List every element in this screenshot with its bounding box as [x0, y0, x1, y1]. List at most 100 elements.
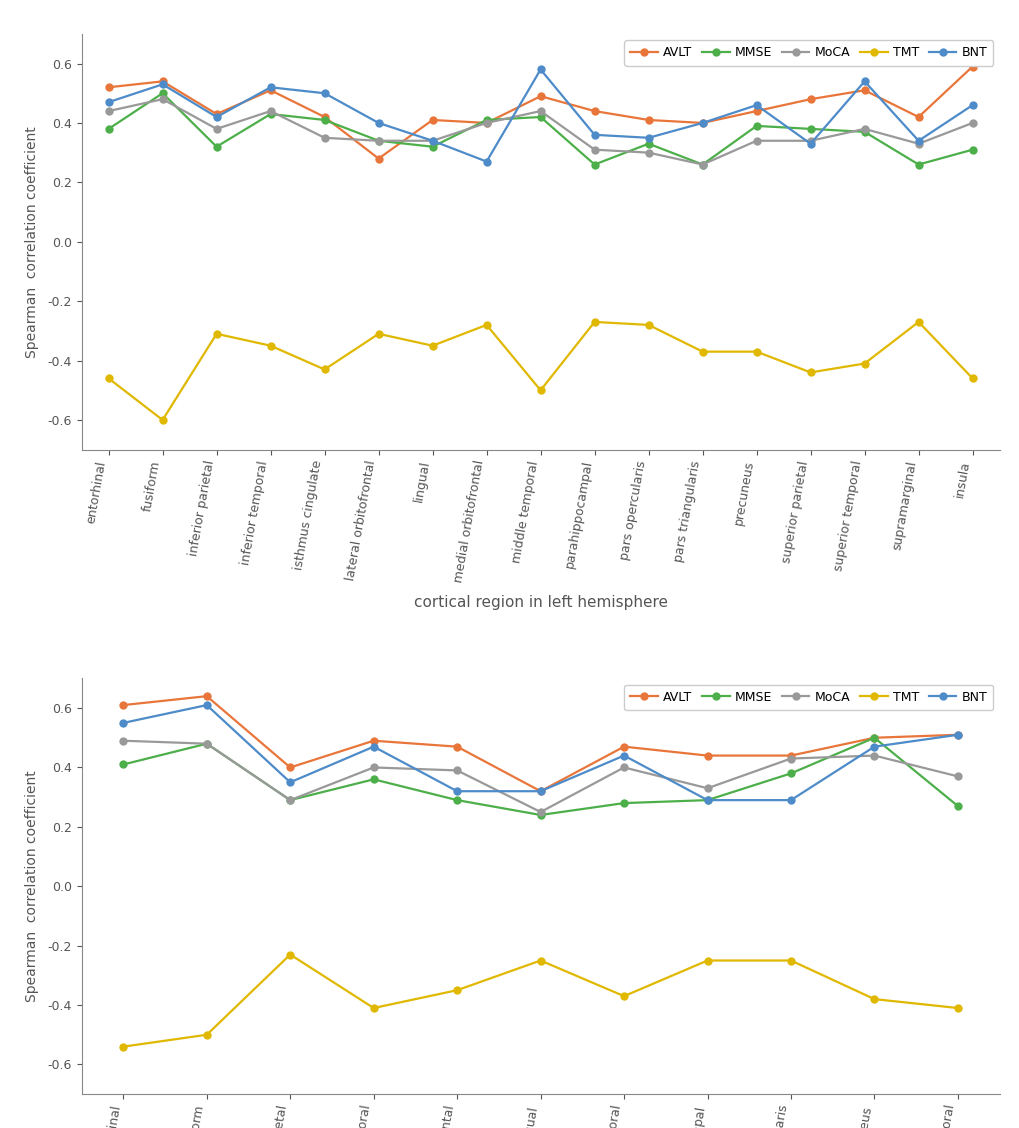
- AVLT: [618, 740, 630, 754]
- AVLT: [480, 116, 492, 130]
- TMT: [156, 413, 168, 426]
- BNT: [966, 98, 978, 112]
- MoCA: [318, 131, 330, 144]
- MoCA: [367, 760, 379, 774]
- MoCA: [966, 116, 978, 130]
- MoCA: [201, 737, 213, 750]
- AVLT: [264, 83, 276, 97]
- MoCA: [867, 749, 879, 763]
- MMSE: [264, 107, 276, 121]
- AVLT: [804, 92, 816, 106]
- AVLT: [966, 60, 978, 73]
- MoCA: [210, 122, 222, 135]
- MMSE: [156, 87, 168, 100]
- AVLT: [588, 104, 600, 117]
- BNT: [102, 96, 114, 109]
- Line: MMSE: MMSE: [119, 733, 961, 819]
- BNT: [804, 136, 816, 150]
- AVLT: [156, 74, 168, 88]
- MoCA: [784, 751, 796, 765]
- Line: BNT: BNT: [104, 65, 976, 166]
- MoCA: [102, 104, 114, 117]
- BNT: [318, 87, 330, 100]
- BNT: [367, 740, 379, 754]
- TMT: [480, 318, 492, 332]
- MMSE: [450, 793, 463, 807]
- BNT: [201, 698, 213, 712]
- MoCA: [696, 158, 708, 171]
- TMT: [804, 365, 816, 379]
- Line: TMT: TMT: [104, 318, 976, 424]
- TMT: [264, 338, 276, 352]
- MMSE: [534, 111, 546, 124]
- AVLT: [696, 116, 708, 130]
- MMSE: [201, 737, 213, 750]
- MoCA: [534, 104, 546, 117]
- TMT: [966, 371, 978, 385]
- BNT: [117, 716, 129, 730]
- MMSE: [372, 134, 384, 148]
- MMSE: [102, 122, 114, 135]
- BNT: [642, 131, 654, 144]
- Line: AVLT: AVLT: [119, 691, 961, 795]
- BNT: [264, 80, 276, 94]
- BNT: [858, 74, 870, 88]
- TMT: [426, 338, 438, 352]
- MMSE: [480, 113, 492, 126]
- BNT: [867, 740, 879, 754]
- AVLT: [318, 111, 330, 124]
- BNT: [372, 116, 384, 130]
- MoCA: [156, 92, 168, 106]
- AVLT: [534, 784, 546, 797]
- TMT: [642, 318, 654, 332]
- MMSE: [588, 158, 600, 171]
- Y-axis label: Spearman  correlation coefficient: Spearman correlation coefficient: [25, 770, 39, 1002]
- MMSE: [966, 143, 978, 157]
- MMSE: [284, 793, 297, 807]
- MoCA: [264, 104, 276, 117]
- MoCA: [642, 146, 654, 159]
- MoCA: [372, 134, 384, 148]
- TMT: [367, 1002, 379, 1015]
- MMSE: [210, 140, 222, 153]
- TMT: [534, 384, 546, 397]
- MMSE: [534, 808, 546, 821]
- AVLT: [912, 111, 924, 124]
- BNT: [210, 111, 222, 124]
- MMSE: [318, 113, 330, 126]
- TMT: [117, 1040, 129, 1054]
- X-axis label: cortical region in left hemisphere: cortical region in left hemisphere: [413, 596, 667, 610]
- BNT: [618, 749, 630, 763]
- Line: BNT: BNT: [119, 700, 961, 804]
- TMT: [210, 327, 222, 341]
- MoCA: [858, 122, 870, 135]
- AVLT: [367, 734, 379, 748]
- BNT: [156, 78, 168, 91]
- AVLT: [750, 104, 762, 117]
- MMSE: [858, 125, 870, 139]
- MoCA: [618, 760, 630, 774]
- TMT: [858, 356, 870, 370]
- TMT: [784, 954, 796, 968]
- MMSE: [912, 158, 924, 171]
- MMSE: [618, 796, 630, 810]
- TMT: [372, 327, 384, 341]
- AVLT: [858, 83, 870, 97]
- MoCA: [534, 805, 546, 819]
- AVLT: [426, 113, 438, 126]
- MMSE: [784, 767, 796, 781]
- MMSE: [426, 140, 438, 153]
- BNT: [696, 116, 708, 130]
- MMSE: [701, 793, 713, 807]
- BNT: [426, 134, 438, 148]
- TMT: [450, 984, 463, 997]
- TMT: [318, 363, 330, 377]
- BNT: [534, 63, 546, 77]
- AVLT: [210, 107, 222, 121]
- MoCA: [804, 134, 816, 148]
- TMT: [588, 315, 600, 328]
- BNT: [951, 728, 963, 741]
- MMSE: [867, 731, 879, 744]
- BNT: [701, 793, 713, 807]
- MoCA: [588, 143, 600, 157]
